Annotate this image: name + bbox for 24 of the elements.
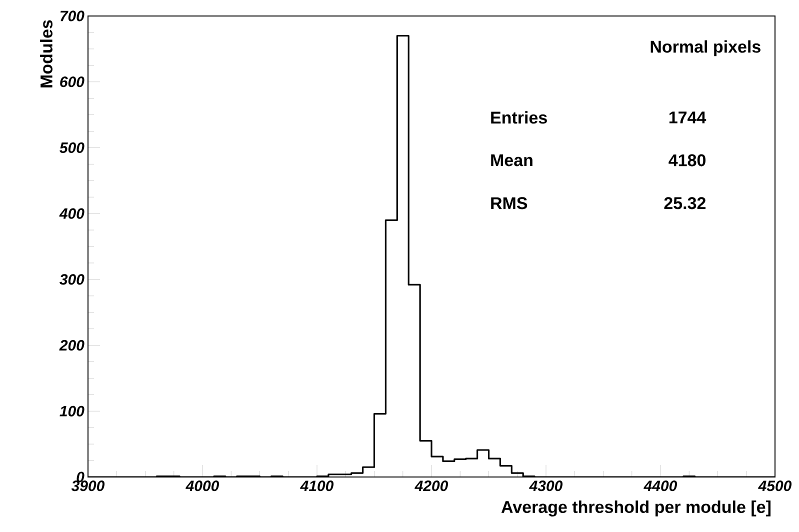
y-tick-label: 600 <box>60 76 84 88</box>
y-tick-label: 200 <box>59 340 84 351</box>
x-tick-label: 4400 <box>644 480 678 492</box>
annotation: Normal pixels <box>650 40 760 56</box>
x-axis-title: Average threshold per module [e] <box>501 500 771 516</box>
x-tick-label: 3900 <box>71 480 105 492</box>
annotation: Mean <box>491 154 532 166</box>
annotation: Entries <box>491 111 547 124</box>
y-tick-label: 300 <box>60 274 84 285</box>
x-tick-label: 4500 <box>758 480 792 492</box>
x-tick-label: 4100 <box>300 480 334 492</box>
x-tick-label: 4200 <box>414 480 448 492</box>
annotation: 4180 <box>668 154 706 166</box>
y-tick-label: 0 <box>76 472 84 482</box>
y-tick-label: 700 <box>60 10 84 22</box>
x-tick-label: 4000 <box>186 480 220 492</box>
annotation: 1744 <box>669 112 706 124</box>
x-tick-label: 4300 <box>529 480 563 492</box>
annotation: RMS <box>491 197 528 210</box>
y-tick-label: 400 <box>59 208 84 219</box>
annotation: 25.32 <box>664 197 706 210</box>
y-axis-title: Modules <box>40 20 52 88</box>
y-tick-label: 500 <box>60 142 84 154</box>
y-tick-label: 100 <box>60 406 84 416</box>
